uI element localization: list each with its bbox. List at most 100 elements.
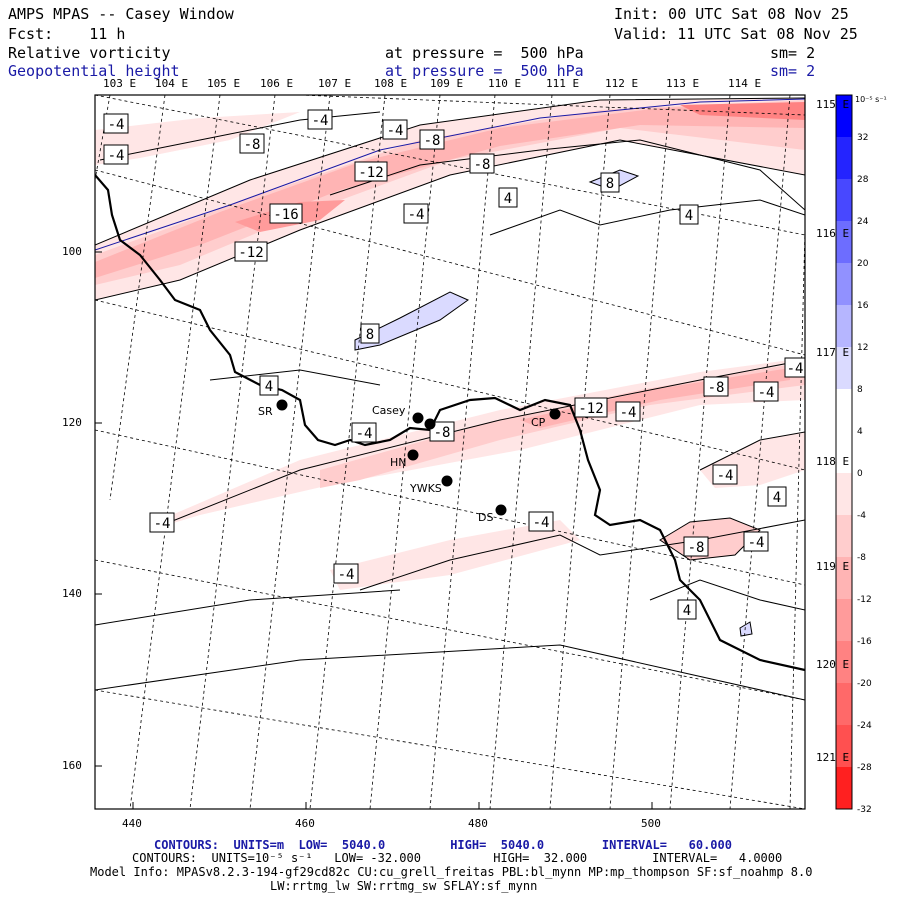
colorbar-swatch xyxy=(836,515,852,558)
colorbar-swatch xyxy=(836,179,852,222)
stations: SR Casey HN YWKS CP DS xyxy=(258,399,561,524)
colorbar-unit: 10⁻⁵ s⁻¹ xyxy=(855,95,887,104)
svg-text:-8: -8 xyxy=(244,137,261,153)
contour-label: 4 xyxy=(767,486,787,507)
contour-label: -4 xyxy=(753,381,779,402)
contour-label: -4 xyxy=(784,357,805,378)
svg-text:-8: -8 xyxy=(424,133,441,149)
svg-text:-4: -4 xyxy=(387,123,404,139)
colorbar-label: -16 xyxy=(857,637,872,647)
station-ywks: YWKS xyxy=(409,475,453,495)
vorticity-shading xyxy=(95,98,805,590)
lon-label: 121 E xyxy=(816,751,850,764)
colorbar-label: 12 xyxy=(857,343,868,353)
contour-label: -8 xyxy=(419,129,445,150)
contour-label: -4 xyxy=(149,512,175,533)
lon-label: 118 E xyxy=(816,455,850,468)
svg-text:4: 4 xyxy=(265,379,273,395)
contour-label: 4 xyxy=(498,187,518,208)
svg-text:-12: -12 xyxy=(578,401,603,417)
colorbar-frame xyxy=(835,94,853,810)
x-tick: 480 xyxy=(468,817,488,830)
svg-text:-16: -16 xyxy=(273,207,298,223)
svg-text:-8: -8 xyxy=(434,425,451,441)
lon-label: 104 E xyxy=(155,77,189,90)
geopotential-contour xyxy=(95,98,805,251)
svg-text:4: 4 xyxy=(683,603,691,619)
field1-smoothing: sm= 2 xyxy=(770,44,816,62)
field2-level: at pressure = 500 hPa xyxy=(385,62,584,80)
colorbar-label: 4 xyxy=(857,427,863,437)
x-tick: 460 xyxy=(295,817,315,830)
contour-label: -8 xyxy=(469,153,495,174)
contour-label: -12 xyxy=(234,241,268,262)
svg-text:-12: -12 xyxy=(358,165,383,181)
contours-height-info: CONTOURS: UNITS=m LOW= 5040.0 HIGH= 5040… xyxy=(154,838,732,852)
svg-text:-4: -4 xyxy=(787,361,804,377)
lon-label: 109 E xyxy=(430,77,464,90)
station-sr: SR xyxy=(258,399,288,418)
vorticity-contours xyxy=(95,97,805,701)
colorbar-label: 0 xyxy=(857,469,863,479)
colorbar-label: 20 xyxy=(857,259,869,269)
svg-text:-8: -8 xyxy=(688,540,705,556)
svg-text:-4: -4 xyxy=(108,117,125,133)
coastline xyxy=(95,174,805,672)
contour-label: 4 xyxy=(679,204,699,225)
svg-text:-4: -4 xyxy=(748,535,765,551)
map-title: AMPS MPAS -- Casey Window xyxy=(8,5,234,23)
colorbar-label: -12 xyxy=(857,595,872,605)
y-tick: 120 xyxy=(62,416,82,429)
colorbar-swatch xyxy=(836,263,852,306)
station-hn: HN xyxy=(390,449,419,469)
field2-smoothing: sm= 2 xyxy=(770,62,816,80)
colorbar-swatch xyxy=(836,599,852,642)
svg-text:4: 4 xyxy=(504,191,512,207)
contour-label: 8 xyxy=(600,172,620,193)
x-tick: 440 xyxy=(122,817,142,830)
colorbar-label: 24 xyxy=(857,217,869,227)
lon-label: 112 E xyxy=(605,77,639,90)
colorbar: 10⁻⁵ s⁻¹ 32 28 24 20 16 12 8 4 0 -4 -8 -12 -16 -20 -24 -… xyxy=(835,94,887,815)
station-cp: CP xyxy=(531,408,561,429)
y-tick: 140 xyxy=(62,587,82,600)
svg-text:-12: -12 xyxy=(238,245,263,261)
lon-label: 106 E xyxy=(260,77,294,90)
contour-label: -4 xyxy=(307,109,333,130)
y-tick: 100 xyxy=(62,245,82,258)
lon-label: 114 E xyxy=(728,77,762,90)
field1-name: Relative vorticity xyxy=(8,44,171,62)
contour-label: -4 xyxy=(103,144,129,165)
colorbar-swatch xyxy=(836,725,852,768)
colorbar-swatch xyxy=(836,305,852,348)
contour-labels: -4 -4 -4 -8 -8 -8 -12 -16 -12 -4 4 4 8 8… xyxy=(103,109,805,620)
lon-label: 108 E xyxy=(374,77,408,90)
colorbar-label: 8 xyxy=(857,385,863,395)
svg-text:SR: SR xyxy=(258,405,273,418)
svg-text:4: 4 xyxy=(685,208,693,224)
contour-label: 8 xyxy=(360,323,380,344)
contour-label: -8 xyxy=(239,133,265,154)
lon-label: 110 E xyxy=(488,77,522,90)
field2-name: Geopotential height xyxy=(8,62,180,80)
svg-text:-8: -8 xyxy=(474,157,491,173)
contour-label: -4 xyxy=(743,531,769,552)
x-tick: 500 xyxy=(641,817,661,830)
colorbar-swatch xyxy=(836,683,852,726)
colorbar-swatch xyxy=(836,557,852,600)
contour-label: -12 xyxy=(574,397,608,418)
colorbar-swatch xyxy=(836,389,852,432)
contour-label: -16 xyxy=(269,203,303,224)
map-frame xyxy=(94,94,806,810)
svg-text:Casey: Casey xyxy=(372,404,406,417)
lon-label: 117 E xyxy=(816,346,850,359)
lon-label: 111 E xyxy=(546,77,580,90)
colorbar-swatch xyxy=(836,137,852,180)
svg-text:HN: HN xyxy=(390,456,407,469)
svg-text:-4: -4 xyxy=(108,148,125,164)
colorbar-swatch xyxy=(836,431,852,474)
contour-label: -8 xyxy=(429,421,455,442)
lon-label: 115 E xyxy=(816,98,850,111)
valid-time: Valid: 11 UTC Sat 08 Nov 25 xyxy=(614,25,858,43)
